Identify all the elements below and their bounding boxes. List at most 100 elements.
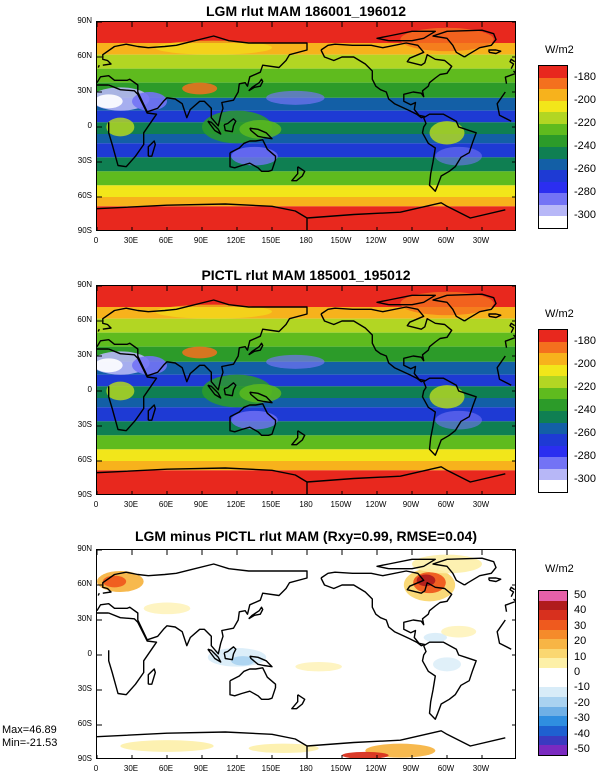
map-field [97, 286, 516, 495]
lon-tick-label: 120W [361, 765, 391, 773]
lon-tick-label: 90E [186, 765, 216, 773]
lat-tick-label: 30S [62, 421, 92, 429]
colorbar-label: -200 [574, 95, 596, 106]
lat-tick-label: 90S [62, 755, 92, 763]
colorbar [538, 590, 568, 756]
colorbar-swatch [539, 658, 567, 668]
colorbar-swatch [539, 399, 567, 411]
colorbar-swatch [539, 66, 567, 78]
colorbar-swatch [539, 147, 567, 159]
colorbar-label: 20 [574, 636, 586, 647]
lon-tick-label: 60E [151, 501, 181, 509]
panel-title: PICTL rlut MAM 185001_195012 [96, 267, 516, 283]
colorbar-label: -240 [574, 405, 596, 416]
lon-tick-label: 0 [81, 237, 111, 245]
lat-tick-label: 90N [62, 17, 92, 25]
colorbar-swatch [539, 610, 567, 620]
colorbar-swatch [539, 205, 567, 217]
colorbar-label: -180 [574, 336, 596, 347]
map-plot [96, 285, 516, 495]
colorbar-swatch [539, 591, 567, 601]
lat-tick-label: 60N [62, 580, 92, 588]
colorbar-swatch [539, 353, 567, 365]
lon-tick-label: 150W [326, 765, 356, 773]
lat-tick-label: 90S [62, 491, 92, 499]
lon-tick-label: 30W [466, 237, 496, 245]
colorbar-swatch [539, 726, 567, 736]
lon-tick-label: 90W [396, 765, 426, 773]
colorbar-label: -280 [574, 451, 596, 462]
colorbar-label: -180 [574, 72, 596, 83]
lon-tick-label: 30E [116, 765, 146, 773]
colorbar-swatch [539, 182, 567, 194]
colorbar-swatch [539, 707, 567, 717]
map-panel-pictl: PICTL rlut MAM 185001_195012 W/m2 -180 -2… [0, 264, 596, 524]
lon-tick-label: 120E [221, 765, 251, 773]
map-field [97, 550, 516, 759]
lon-tick-label: 0 [81, 765, 111, 773]
colorbar-label: -300 [574, 474, 596, 485]
colorbar [538, 329, 568, 493]
colorbar-swatch [539, 434, 567, 446]
lon-tick-label: 60W [431, 765, 461, 773]
colorbar-swatch [539, 411, 567, 423]
colorbar-swatch [539, 89, 567, 101]
lon-tick-label: 90W [396, 501, 426, 509]
lat-tick-label: 60S [62, 720, 92, 728]
lon-tick-label: 60W [431, 501, 461, 509]
lat-tick-label: 30S [62, 685, 92, 693]
colorbar-swatch [539, 216, 567, 228]
colorbar-label: -50 [574, 744, 590, 755]
panel-title: LGM rlut MAM 186001_196012 [96, 3, 516, 19]
colorbar-swatch [539, 668, 567, 678]
lon-tick-label: 30E [116, 501, 146, 509]
colorbar-label: -200 [574, 359, 596, 370]
map-plot [96, 21, 516, 231]
colorbar-units: W/m2 [545, 44, 574, 56]
lat-tick-label: 90S [62, 227, 92, 235]
colorbar-swatch [539, 170, 567, 182]
colorbar-label: -10 [574, 682, 590, 693]
colorbar-swatch [539, 159, 567, 171]
panel-title: LGM minus PICTL rlut MAM (Rxy=0.99, RMSE… [96, 528, 516, 544]
lon-tick-label: 120W [361, 501, 391, 509]
colorbar-units: W/m2 [545, 308, 574, 320]
lat-tick-label: 60S [62, 192, 92, 200]
lon-tick-label: 150W [326, 501, 356, 509]
lon-tick-label: 90E [186, 501, 216, 509]
colorbar-swatch [539, 446, 567, 458]
lon-tick-label: 120W [361, 237, 391, 245]
colorbar-label: -280 [574, 187, 596, 198]
stats-readout: Max=46.89 Min=-21.53 [2, 724, 57, 750]
lon-tick-label: 150E [256, 765, 286, 773]
colorbar-swatch [539, 736, 567, 746]
colorbar-swatch [539, 630, 567, 640]
colorbar-swatch [539, 480, 567, 492]
colorbar-swatch [539, 469, 567, 481]
lat-tick-label: 30N [62, 87, 92, 95]
colorbar-label: -20 [574, 698, 590, 709]
colorbar-swatch [539, 365, 567, 377]
colorbar-label: 40 [574, 605, 586, 616]
lon-tick-label: 30W [466, 501, 496, 509]
colorbar-swatch [539, 135, 567, 147]
colorbar-swatch [539, 745, 567, 755]
colorbar-swatch [539, 101, 567, 113]
lon-tick-label: 90E [186, 237, 216, 245]
lat-tick-label: 30S [62, 157, 92, 165]
lat-tick-label: 60N [62, 316, 92, 324]
lon-tick-label: 60W [431, 237, 461, 245]
colorbar-label: -220 [574, 382, 596, 393]
colorbar-label: 10 [574, 652, 586, 663]
colorbar-swatch [539, 620, 567, 630]
lon-tick-label: 60E [151, 237, 181, 245]
colorbar-swatch [539, 457, 567, 469]
colorbar-swatch [539, 687, 567, 697]
lat-tick-label: 30N [62, 351, 92, 359]
lat-tick-label: 60S [62, 456, 92, 464]
map-field [97, 22, 516, 231]
colorbar-swatch [539, 124, 567, 136]
lon-tick-label: 150E [256, 237, 286, 245]
colorbar-swatch [539, 697, 567, 707]
colorbar-swatch [539, 639, 567, 649]
